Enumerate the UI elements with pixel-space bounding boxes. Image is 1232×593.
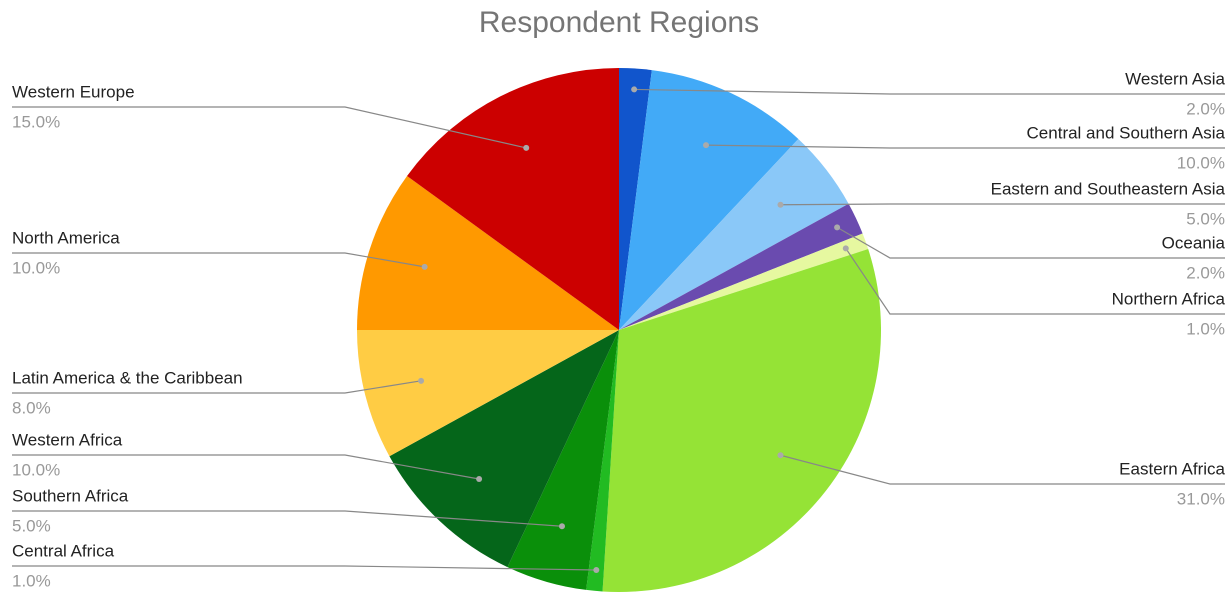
leader-dot bbox=[558, 523, 565, 530]
pie-slice bbox=[619, 203, 863, 330]
slice-label: North America bbox=[12, 228, 120, 247]
slice-label: Northern Africa bbox=[1112, 289, 1226, 308]
chart-title: Respondent Regions bbox=[479, 6, 759, 39]
leader-dot bbox=[421, 263, 428, 270]
leader-dot bbox=[523, 144, 530, 151]
slice-label: Western Africa bbox=[12, 430, 123, 449]
pie-slice bbox=[602, 249, 881, 593]
leader-line bbox=[634, 88, 1225, 95]
leader-line bbox=[836, 226, 1225, 259]
leader-line bbox=[12, 252, 425, 268]
slice-label: Central and Southern Asia bbox=[1027, 123, 1226, 142]
slice-value: 2.0% bbox=[1186, 263, 1225, 282]
leader-dot bbox=[476, 475, 483, 482]
slice-label: Southern Africa bbox=[12, 486, 129, 505]
leader-line bbox=[780, 454, 1225, 485]
pie-slice bbox=[619, 233, 869, 330]
pie-slice bbox=[389, 330, 619, 568]
slice-value: 5.0% bbox=[1186, 209, 1225, 228]
slice-label: Western Asia bbox=[1125, 69, 1225, 88]
slice-value: 1.0% bbox=[12, 571, 51, 590]
leader-dot bbox=[777, 201, 784, 208]
leader-line bbox=[12, 510, 563, 527]
slice-label: Oceania bbox=[1162, 233, 1226, 252]
pie-slice bbox=[586, 330, 619, 592]
slice-value: 31.0% bbox=[1177, 489, 1225, 508]
slice-label: Central Africa bbox=[12, 541, 115, 560]
leader-line bbox=[845, 248, 1225, 315]
slice-label: Eastern Africa bbox=[1119, 459, 1225, 478]
leader-dot bbox=[631, 86, 638, 93]
slice-label: Eastern and Southeastern Asia bbox=[991, 179, 1226, 198]
leader-dot bbox=[593, 566, 600, 573]
leader-line bbox=[12, 380, 422, 394]
slice-value: 15.0% bbox=[12, 112, 60, 131]
leader-dot bbox=[834, 224, 841, 231]
slice-label: Latin America & the Caribbean bbox=[12, 368, 243, 387]
pie-slice bbox=[619, 68, 652, 330]
pie-slice bbox=[619, 139, 849, 330]
leader-line bbox=[12, 106, 527, 149]
leader-line bbox=[706, 144, 1225, 149]
slice-value: 5.0% bbox=[12, 516, 51, 535]
leader-line bbox=[780, 203, 1225, 206]
pie-slice bbox=[357, 176, 619, 330]
slice-value: 10.0% bbox=[1177, 153, 1225, 172]
pie-slice bbox=[357, 330, 619, 457]
leader-line bbox=[12, 565, 597, 571]
leader-dot bbox=[842, 245, 849, 252]
slice-value: 10.0% bbox=[12, 258, 60, 277]
slice-value: 2.0% bbox=[1186, 99, 1225, 118]
slice-value: 8.0% bbox=[12, 398, 51, 417]
pie-slice bbox=[619, 70, 799, 330]
leader-dot bbox=[777, 452, 784, 459]
slice-value: 10.0% bbox=[12, 460, 60, 479]
leader-dot bbox=[703, 142, 710, 149]
slice-label: Western Europe bbox=[12, 82, 135, 101]
slice-value: 1.0% bbox=[1186, 319, 1225, 338]
leader-dot bbox=[418, 377, 425, 384]
leader-line bbox=[12, 454, 480, 480]
